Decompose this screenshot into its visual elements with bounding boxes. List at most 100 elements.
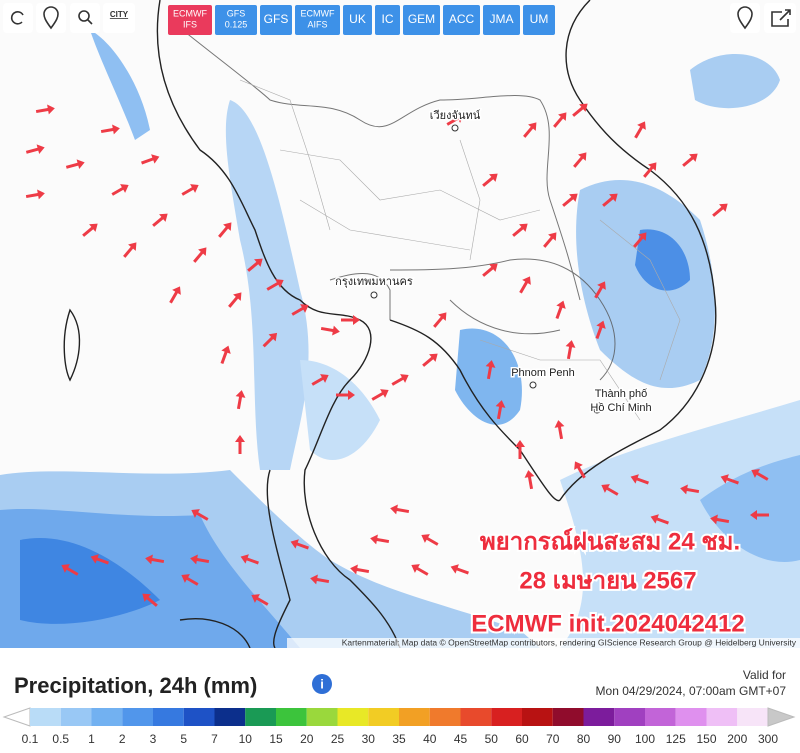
share-icon	[771, 9, 791, 27]
scale-swatch	[491, 708, 522, 726]
model-button[interactable]	[375, 5, 400, 35]
scale-label: 1	[88, 732, 95, 746]
scale-swatch	[460, 708, 492, 726]
model-button[interactable]	[215, 5, 257, 35]
model-button[interactable]	[483, 5, 520, 35]
city-dot	[370, 291, 378, 299]
wind-arrow	[650, 514, 669, 525]
wind-arrow	[350, 564, 370, 575]
model-button[interactable]	[168, 5, 212, 35]
scale-swatch	[368, 708, 399, 726]
wind-arrow	[643, 162, 657, 178]
zoom-button[interactable]	[70, 3, 100, 33]
wind-arrow	[682, 153, 698, 167]
wind-arrow	[572, 103, 588, 117]
wind-arrow	[712, 203, 728, 217]
refresh-icon	[10, 11, 24, 25]
share-button[interactable]	[764, 3, 796, 33]
map[interactable]: Phnom Penh Thành phố Hồ Chí Minh กรุงเทพ…	[0, 0, 800, 649]
wind-arrow	[554, 420, 565, 440]
scale-swatch	[276, 708, 307, 726]
refresh-button[interactable]	[3, 3, 33, 33]
info-button[interactable]	[312, 674, 332, 694]
legend-bg	[0, 648, 800, 748]
model-label: JMA	[490, 12, 514, 26]
city-button[interactable]	[103, 3, 135, 33]
model-label: UK	[349, 12, 366, 26]
locate-button[interactable]	[36, 3, 66, 33]
wind-arrow	[235, 390, 246, 410]
wind-arrow	[553, 112, 567, 128]
wind-arrow	[193, 247, 207, 263]
scale-label: 5	[180, 732, 187, 746]
wind-arrow	[145, 554, 165, 565]
place-labels: Phnom Penh Thành phố Hồ Chí Minh กรุงเทพ…	[334, 107, 653, 415]
scale-swatch	[91, 708, 123, 726]
model-label: AIFS	[307, 19, 327, 29]
model-button[interactable]	[260, 5, 292, 35]
wind-arrow	[341, 315, 360, 325]
wind-arrow	[630, 474, 649, 485]
overlay-line: 28 เมษายน 2567	[519, 567, 696, 594]
attribution: Kartenmaterial: Map data © OpenStreetMap…	[342, 637, 797, 647]
pin-icon	[43, 6, 59, 30]
wind-arrow	[181, 574, 199, 586]
city-label: CITY	[110, 10, 129, 19]
model-label: IC	[382, 12, 394, 26]
scale-label: 125	[666, 732, 686, 746]
wind-arrow	[720, 474, 739, 485]
wind-arrow	[218, 222, 232, 238]
scale-label: 70	[546, 732, 560, 746]
model-button[interactable]	[403, 5, 440, 35]
scale-swatch	[429, 708, 461, 726]
wind-arrow	[594, 281, 606, 299]
model-button[interactable]	[443, 5, 480, 35]
wind-arrow	[82, 223, 98, 237]
wind-arrow	[262, 332, 278, 348]
rain-area	[700, 455, 800, 562]
wind-arrow	[602, 193, 618, 207]
wind-arrow	[111, 184, 129, 196]
wind-arrow	[411, 564, 429, 576]
wind-arrow	[220, 345, 231, 364]
scale-label: 300	[758, 732, 778, 746]
wind-arrow	[141, 154, 160, 165]
wind-arrow	[543, 232, 557, 248]
wind-arrow	[512, 223, 528, 237]
scale-label: 35	[392, 732, 406, 746]
scale-swatch	[614, 708, 645, 726]
scale-label: 90	[608, 732, 622, 746]
scale-label: 2	[119, 732, 126, 746]
wind-arrow	[633, 232, 647, 248]
wind-arrow	[123, 242, 137, 258]
scale-label: 80	[577, 732, 591, 746]
wind-arrow	[142, 593, 158, 607]
wind-arrow	[519, 276, 531, 294]
wind-arrow	[750, 510, 769, 520]
wind-arrow	[433, 312, 447, 328]
wind-arrow	[482, 263, 498, 277]
city-dot	[529, 381, 537, 389]
info-icon: i	[320, 676, 324, 691]
zoom-icon	[87, 19, 93, 25]
model-button[interactable]	[523, 5, 555, 35]
scale-swatch	[122, 708, 153, 726]
model-button[interactable]	[343, 5, 372, 35]
wind-arrow	[310, 574, 330, 585]
scale-label: 200	[727, 732, 747, 746]
wind-arrow	[228, 292, 242, 308]
model-button[interactable]	[295, 5, 340, 35]
city-dot	[593, 406, 601, 414]
rain-area	[576, 180, 715, 389]
scale-label: 0.1	[22, 732, 39, 746]
my-location-button[interactable]	[730, 3, 760, 33]
province-lines	[239, 79, 681, 421]
place-label: Hồ Chí Minh	[590, 402, 651, 414]
wind-arrow	[523, 122, 537, 138]
wind-arrow	[25, 189, 45, 200]
legend-title: Precipitation, 24h (mm)	[14, 673, 257, 698]
wind-arrow	[515, 440, 525, 459]
wind-arrow	[371, 389, 389, 401]
